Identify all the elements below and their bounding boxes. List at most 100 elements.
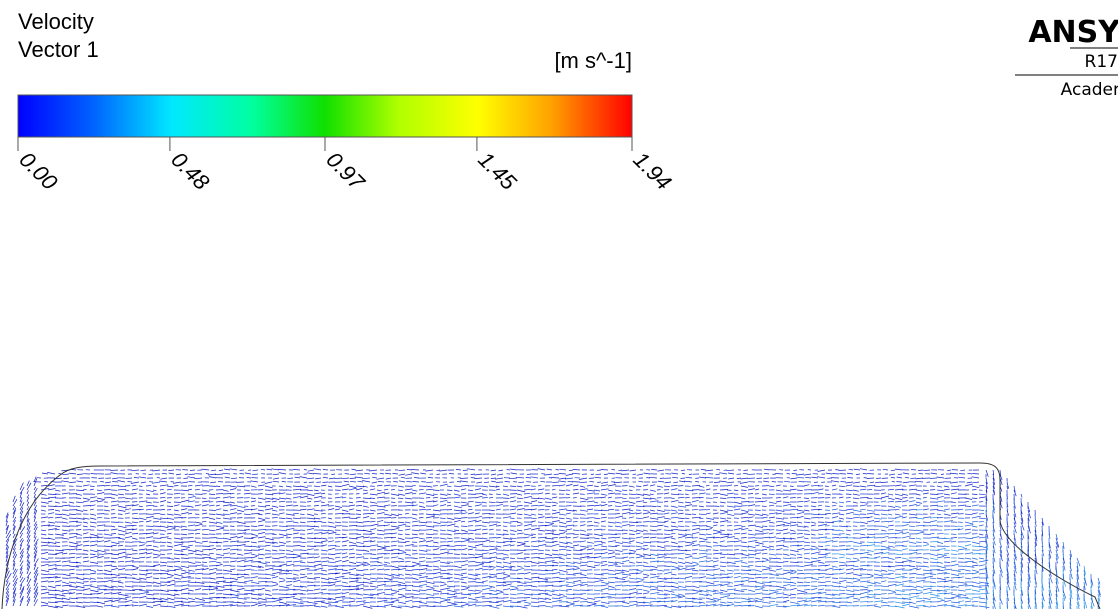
vector-arrow [888, 590, 895, 592]
vector-arrow [979, 497, 986, 498]
vector-arrow [979, 565, 985, 566]
vector-arrow [594, 518, 600, 519]
vector-arrow [251, 486, 257, 487]
vector-arrow [888, 592, 896, 594]
vector-arrow [839, 565, 847, 566]
vector-arrow [629, 486, 635, 487]
vector-arrow [580, 525, 586, 526]
vector-arrow [328, 602, 338, 603]
vector-arrow [658, 481, 664, 482]
vector-arrow [328, 562, 335, 563]
vector-arrow [622, 560, 629, 562]
vector-arrow [902, 522, 910, 523]
vector-arrow [363, 564, 370, 566]
vector-arrow [524, 524, 532, 526]
vector-arrow [538, 544, 546, 546]
vector-arrow [307, 478, 314, 479]
vector-arrow [62, 566, 69, 567]
logo-release: R17 [1085, 52, 1118, 72]
vector-arrow [909, 501, 915, 503]
vector-arrow [643, 593, 649, 594]
vector-arrow [804, 498, 809, 499]
vector-arrow [153, 546, 158, 547]
vector-arrow [965, 533, 971, 534]
vector-arrow [657, 557, 665, 558]
vector-arrow [573, 566, 579, 567]
vector-arrow [517, 593, 524, 594]
vector-arrow [559, 596, 567, 598]
vector-arrow [377, 513, 384, 515]
vector-arrow [209, 494, 215, 495]
vector-arrow [888, 489, 894, 490]
vector-arrow [518, 482, 524, 483]
vector-arrow [748, 530, 752, 531]
vector-arrow [314, 538, 321, 539]
vector-arrow [251, 562, 261, 563]
vector-arrow [604, 474, 608, 475]
vector-arrow [152, 482, 160, 483]
vector-arrow [419, 557, 425, 558]
vector-arrow [265, 509, 273, 511]
vector-arrow [350, 474, 356, 475]
vector-arrow [601, 573, 608, 574]
vector-arrow [90, 489, 94, 490]
vector-arrow [328, 545, 336, 546]
vector-arrow [937, 598, 943, 599]
vector-arrow [517, 514, 522, 515]
vector-arrow [967, 482, 972, 483]
vector-arrow [965, 484, 973, 486]
vector-arrow [489, 552, 497, 554]
vector-arrow [148, 474, 153, 475]
vector-arrow [223, 533, 230, 534]
vector-arrow [923, 534, 931, 535]
vector-arrow [755, 558, 760, 559]
vector-arrow [216, 526, 224, 528]
vector-arrow [874, 514, 880, 515]
vector-arrow [405, 574, 412, 575]
vector-arrow [776, 514, 782, 515]
vector-arrow [811, 558, 818, 559]
vector-arrow [657, 506, 661, 507]
vector-arrow [41, 510, 46, 511]
vector-arrow [748, 534, 756, 535]
vector-arrow [391, 593, 397, 594]
vector-arrow [937, 557, 944, 559]
vector-arrow [692, 532, 699, 534]
vector-arrow [244, 553, 252, 554]
vector-arrow [482, 538, 488, 539]
vector-arrow [433, 522, 441, 524]
vector-arrow [671, 494, 679, 495]
vector-arrow [42, 473, 48, 474]
vector-arrow [372, 474, 377, 475]
vector-arrow [804, 518, 811, 519]
vector-arrow [797, 510, 804, 511]
vector-arrow [286, 486, 292, 487]
vector-arrow [307, 602, 318, 604]
vector-arrow [349, 586, 359, 587]
vector-arrow [181, 598, 188, 599]
vector-arrow [678, 578, 686, 579]
vector-arrow [139, 477, 146, 478]
legend-subtitle: Vector 1 [18, 37, 99, 62]
vector-arrow [517, 505, 523, 506]
vector-arrow [342, 557, 348, 559]
vector-arrow [594, 486, 599, 487]
vector-arrow [776, 562, 784, 563]
vector-arrow [643, 562, 648, 563]
vector-arrow [244, 542, 250, 543]
vector-arrow [699, 570, 707, 571]
vector-arrow [27, 526, 30, 534]
vector-arrow [580, 510, 588, 511]
vector-arrow [230, 537, 237, 539]
vector-arrow [489, 518, 493, 519]
vector-arrow [692, 509, 698, 510]
vector-arrow [90, 518, 96, 519]
vector-arrow [398, 524, 406, 526]
vector-arrow [209, 558, 217, 560]
vector-arrow [48, 534, 53, 535]
vector-arrow [911, 470, 916, 471]
vector-arrow [496, 494, 501, 495]
vector-arrow [706, 534, 712, 535]
vector-arrow [160, 497, 165, 498]
vector-arrow [188, 496, 196, 498]
